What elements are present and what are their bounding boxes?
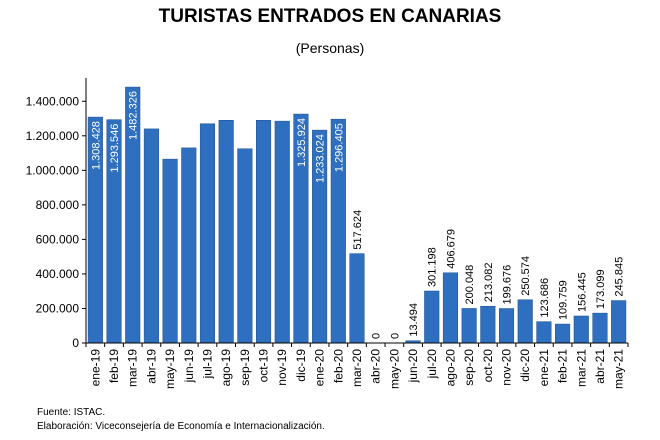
bar xyxy=(498,308,515,344)
x-tick-label: ago-20 xyxy=(443,349,457,387)
data-label: 200.048 xyxy=(464,265,476,305)
y-tick-label: 600.000 xyxy=(36,232,80,246)
data-label: 1.308.428 xyxy=(90,121,102,170)
bar xyxy=(461,308,477,344)
bar xyxy=(536,321,552,344)
y-tick-label: 0 xyxy=(72,336,79,350)
x-tick-label: abr-20 xyxy=(369,349,383,384)
x-tick-label: feb-19 xyxy=(107,349,121,383)
data-label: 199.676 xyxy=(502,265,514,305)
data-label: 123.686 xyxy=(539,278,551,318)
y-tick-label: 400.000 xyxy=(36,267,80,281)
bar xyxy=(218,120,234,344)
x-tick-label: jun-19 xyxy=(182,349,196,384)
bar xyxy=(181,147,197,344)
x-tick-label: jul-19 xyxy=(200,349,214,380)
y-tick-label: 1.400.000 xyxy=(26,94,80,108)
x-tick-label: nov-20 xyxy=(500,349,514,386)
data-label: 1.233.024 xyxy=(315,134,327,183)
data-label: 1.325.924 xyxy=(296,118,308,167)
y-tick-label: 800.000 xyxy=(36,198,80,212)
source-note: Fuente: ISTAC. xyxy=(37,407,106,418)
x-tick-label: feb-20 xyxy=(331,349,345,383)
x-tick-label: may-21 xyxy=(612,349,626,389)
bar xyxy=(237,148,253,344)
data-label: 0 xyxy=(371,333,383,339)
x-tick-label: dic-20 xyxy=(518,349,532,382)
chart-title: TURISTAS ENTRADOS EN CANARIAS xyxy=(158,6,502,27)
data-label: 109.759 xyxy=(558,280,570,320)
data-label: 13.494 xyxy=(408,303,420,337)
bar xyxy=(199,123,216,344)
data-label: 213.082 xyxy=(483,262,495,302)
bar xyxy=(555,323,571,344)
y-tick-label: 1.000.000 xyxy=(26,163,80,177)
x-tick-label: ene-19 xyxy=(88,349,102,387)
bar xyxy=(611,300,627,344)
bar xyxy=(143,128,159,344)
data-label: 406.679 xyxy=(445,229,457,269)
y-tick-label: 1.200.000 xyxy=(26,129,80,143)
x-tick-label: oct-19 xyxy=(257,349,271,383)
data-label: 517.624 xyxy=(352,210,364,250)
data-label: 301.198 xyxy=(427,247,439,287)
bar xyxy=(517,299,533,344)
x-tick-label: sep-19 xyxy=(238,349,252,386)
x-tick-label: abr-21 xyxy=(593,349,607,384)
x-tick-label: mar-21 xyxy=(574,349,588,387)
data-label: 156.445 xyxy=(576,272,588,312)
bar xyxy=(424,290,440,344)
bar xyxy=(592,312,608,344)
bar xyxy=(162,158,178,344)
x-tick-label: nov-19 xyxy=(275,349,289,386)
x-tick-label: jun-20 xyxy=(406,349,420,384)
x-tick-label: abr-19 xyxy=(144,349,158,384)
data-label: 1.296.405 xyxy=(333,123,345,172)
data-label: 1.293.546 xyxy=(109,124,121,173)
bar xyxy=(256,120,272,344)
x-tick-label: ene-20 xyxy=(313,349,327,387)
x-tick-label: dic-19 xyxy=(294,349,308,382)
x-tick-label: sep-20 xyxy=(462,349,476,386)
chart-subtitle: (Personas) xyxy=(295,40,365,56)
data-label: 250.574 xyxy=(520,256,532,296)
credit-note: Elaboración: Viceconsejería de Economía … xyxy=(37,421,325,432)
x-tick-label: may-19 xyxy=(163,349,177,389)
x-tick-label: ago-19 xyxy=(219,349,233,387)
bar xyxy=(573,315,589,344)
data-label: 245.845 xyxy=(614,257,626,297)
x-tick-label: jul-20 xyxy=(425,349,439,380)
bar xyxy=(442,272,458,344)
x-tick-label: mar-19 xyxy=(126,349,140,387)
x-tick-label: oct-20 xyxy=(481,349,495,383)
bar xyxy=(349,253,365,344)
x-tick-label: may-20 xyxy=(387,349,401,389)
data-label: 1.482.326 xyxy=(128,91,140,140)
data-label: 0 xyxy=(389,333,401,339)
x-tick-label: ene-21 xyxy=(537,349,551,387)
x-tick-label: mar-20 xyxy=(350,349,364,387)
bar xyxy=(480,305,496,344)
data-label: 173.099 xyxy=(595,269,607,309)
y-tick-label: 200.000 xyxy=(36,301,80,315)
bar xyxy=(274,120,290,344)
x-tick-label: feb-21 xyxy=(556,349,570,383)
